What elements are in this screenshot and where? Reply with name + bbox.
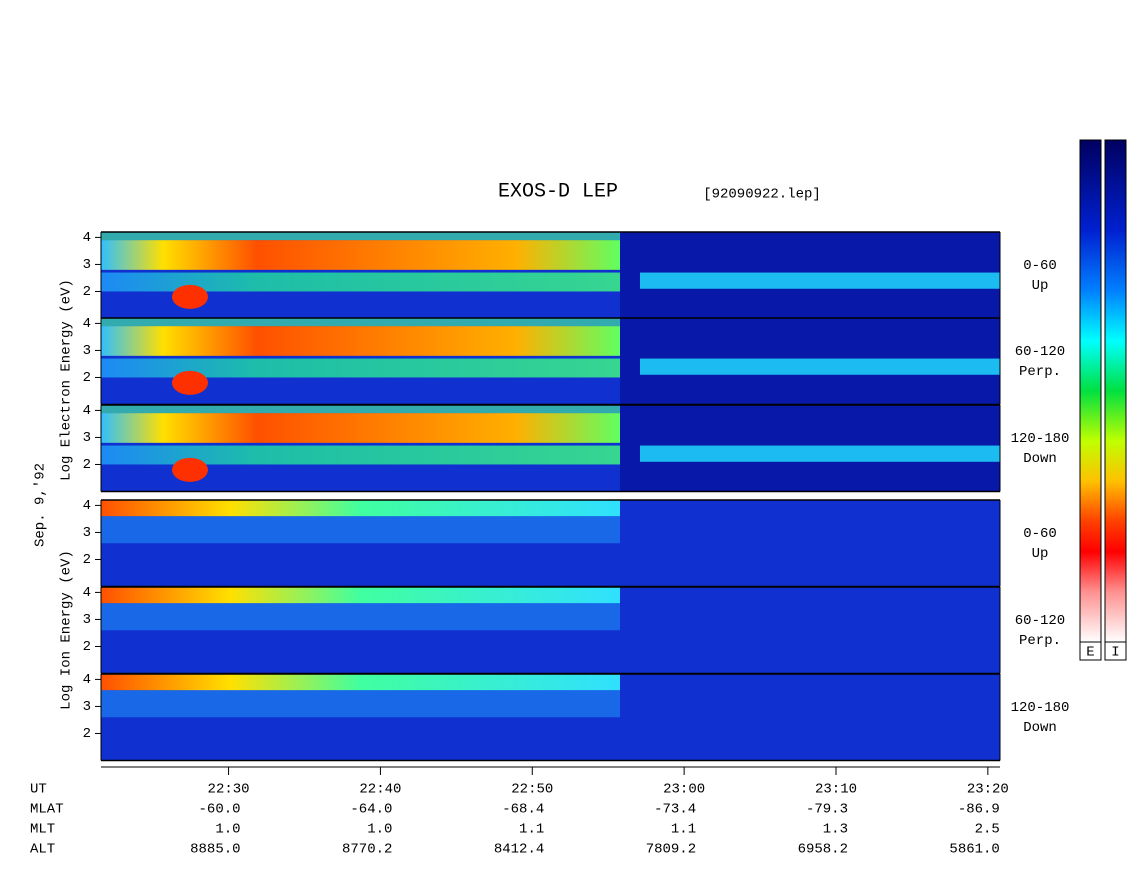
table-cell: 1.0 bbox=[367, 822, 392, 838]
y-tick-label: 2 bbox=[83, 370, 91, 386]
table-cell: -79.3 bbox=[806, 802, 848, 818]
table-cell: 5861.0 bbox=[949, 842, 999, 858]
y-tick-label: 4 bbox=[83, 672, 91, 688]
table-cell: 7809.2 bbox=[646, 842, 696, 858]
table-cell: -73.4 bbox=[654, 802, 696, 818]
y-tick-label: 2 bbox=[83, 552, 91, 568]
y-tick-label: 4 bbox=[83, 498, 91, 514]
spectrogram-band bbox=[101, 690, 620, 718]
table-cell: -86.9 bbox=[958, 802, 1000, 818]
table-cell: 2.5 bbox=[975, 822, 1000, 838]
direction-label: Up bbox=[1032, 278, 1049, 294]
direction-label: Perp. bbox=[1019, 364, 1061, 380]
x-tick-label: 22:30 bbox=[208, 782, 250, 798]
table-cell: 1.3 bbox=[823, 822, 848, 838]
spectrogram-band bbox=[101, 516, 620, 544]
spectrogram-band bbox=[101, 603, 620, 631]
colorbar bbox=[1079, 139, 1102, 643]
x-tick-label: 22:50 bbox=[511, 782, 553, 798]
spectrogram-band bbox=[640, 445, 1000, 462]
spectrogram-blob bbox=[172, 457, 208, 482]
colorbar bbox=[1104, 139, 1127, 643]
row-header: MLAT bbox=[30, 802, 64, 818]
colorbar-label: E bbox=[1086, 645, 1094, 661]
y-tick-label: 2 bbox=[83, 284, 91, 300]
spectrogram-band bbox=[101, 587, 620, 604]
table-cell: 6958.2 bbox=[798, 842, 848, 858]
colorbar-label-box bbox=[1104, 641, 1127, 661]
table-cell: -60.0 bbox=[199, 802, 241, 818]
x-tick-label: 22:40 bbox=[359, 782, 401, 798]
y-tick-label: 2 bbox=[83, 639, 91, 655]
title: EXOS-D LEP bbox=[498, 180, 618, 203]
y-tick-label: 3 bbox=[83, 525, 91, 541]
angle-label: 60-120 bbox=[1015, 344, 1065, 360]
table-cell: 8885.0 bbox=[190, 842, 240, 858]
angle-label: 120-180 bbox=[1011, 431, 1070, 447]
file-label: [92090922.lep] bbox=[703, 187, 821, 203]
row-header: MLT bbox=[30, 822, 55, 838]
angle-label: 60-120 bbox=[1015, 613, 1065, 629]
y-tick-label: 2 bbox=[83, 457, 91, 473]
colorbar-label-box bbox=[1079, 641, 1102, 661]
direction-label: Down bbox=[1023, 720, 1057, 736]
x-tick-label: 23:20 bbox=[967, 782, 1009, 798]
table-cell: 8412.4 bbox=[494, 842, 544, 858]
y-tick-label: 3 bbox=[83, 699, 91, 715]
y-tick-label: 2 bbox=[83, 726, 91, 742]
direction-label: Up bbox=[1032, 546, 1049, 562]
date-label: Sep. 9,'92 bbox=[33, 463, 49, 547]
spectrogram-band bbox=[101, 272, 620, 292]
spectrogram-band bbox=[101, 445, 620, 465]
spectrogram-band bbox=[101, 413, 620, 443]
spectrogram-band bbox=[101, 405, 620, 414]
spectrogram-band bbox=[101, 232, 620, 241]
x-tick-label: 23:10 bbox=[815, 782, 857, 798]
table-cell: 1.1 bbox=[671, 822, 696, 838]
angle-label: 0-60 bbox=[1023, 526, 1057, 542]
y-tick-label: 3 bbox=[83, 343, 91, 359]
y-tick-label: 4 bbox=[83, 403, 91, 419]
spectrogram-band bbox=[640, 358, 1000, 375]
table-cell: 1.1 bbox=[519, 822, 544, 838]
spectrogram-blob bbox=[172, 370, 208, 395]
electron-axis-label: Log Electron Energy (eV) bbox=[59, 279, 75, 481]
angle-label: 120-180 bbox=[1011, 700, 1070, 716]
spectrogram-band bbox=[640, 272, 1000, 289]
row-header: ALT bbox=[30, 842, 55, 858]
direction-label: Down bbox=[1023, 451, 1057, 467]
y-tick-label: 4 bbox=[83, 316, 91, 332]
y-tick-label: 3 bbox=[83, 257, 91, 273]
y-tick-label: 4 bbox=[83, 230, 91, 246]
row-header: UT bbox=[30, 782, 47, 798]
direction-label: Perp. bbox=[1019, 633, 1061, 649]
table-cell: -64.0 bbox=[350, 802, 392, 818]
y-tick-label: 3 bbox=[83, 612, 91, 628]
spectrogram-blob bbox=[172, 284, 208, 309]
spectrogram-band bbox=[101, 358, 620, 378]
table-cell: 1.0 bbox=[215, 822, 240, 838]
y-tick-label: 3 bbox=[83, 430, 91, 446]
colorbar-label: I bbox=[1111, 645, 1119, 661]
spectrogram-band bbox=[101, 674, 620, 691]
spectrogram-band bbox=[101, 318, 620, 327]
table-cell: -68.4 bbox=[502, 802, 544, 818]
spectrogram-band bbox=[101, 326, 620, 356]
ion-axis-label: Log Ion Energy (eV) bbox=[59, 550, 75, 710]
x-tick-label: 23:00 bbox=[663, 782, 705, 798]
table-cell: 8770.2 bbox=[342, 842, 392, 858]
spectrogram-band bbox=[101, 240, 620, 270]
y-tick-label: 4 bbox=[83, 585, 91, 601]
angle-label: 0-60 bbox=[1023, 258, 1057, 274]
spectrogram-band bbox=[101, 500, 620, 517]
